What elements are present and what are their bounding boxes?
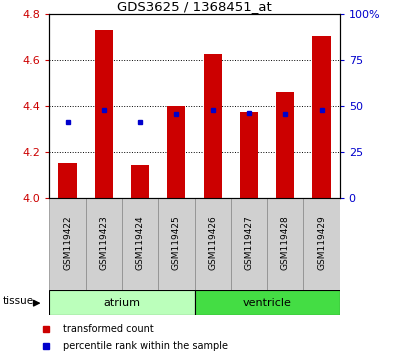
Text: transformed count: transformed count: [63, 324, 154, 333]
Text: GSM119429: GSM119429: [317, 215, 326, 270]
Bar: [203, 55, 222, 198]
Bar: [49, 290, 194, 315]
Text: GSM119425: GSM119425: [172, 215, 181, 270]
Bar: [58, 162, 77, 198]
Bar: [194, 198, 231, 290]
Bar: [86, 198, 122, 290]
Bar: [240, 112, 258, 198]
Text: atrium: atrium: [103, 298, 141, 308]
Bar: [231, 198, 267, 290]
Text: GSM119426: GSM119426: [208, 215, 217, 270]
Text: GSM119422: GSM119422: [63, 215, 72, 270]
Title: GDS3625 / 1368451_at: GDS3625 / 1368451_at: [117, 0, 272, 13]
Bar: [158, 198, 194, 290]
Bar: [303, 198, 340, 290]
Bar: [167, 106, 186, 198]
Bar: [49, 198, 86, 290]
Text: tissue: tissue: [2, 296, 34, 307]
Text: GSM119427: GSM119427: [245, 215, 254, 270]
Bar: [312, 36, 331, 198]
Bar: [122, 198, 158, 290]
Text: ventricle: ventricle: [243, 298, 292, 308]
Bar: [267, 198, 303, 290]
Bar: [131, 165, 149, 198]
Bar: [194, 290, 340, 315]
Text: percentile rank within the sample: percentile rank within the sample: [63, 341, 228, 351]
Text: GSM119424: GSM119424: [135, 215, 145, 270]
Text: GSM119428: GSM119428: [281, 215, 290, 270]
Bar: [276, 92, 294, 198]
Text: GSM119423: GSM119423: [99, 215, 108, 270]
Bar: [95, 30, 113, 198]
